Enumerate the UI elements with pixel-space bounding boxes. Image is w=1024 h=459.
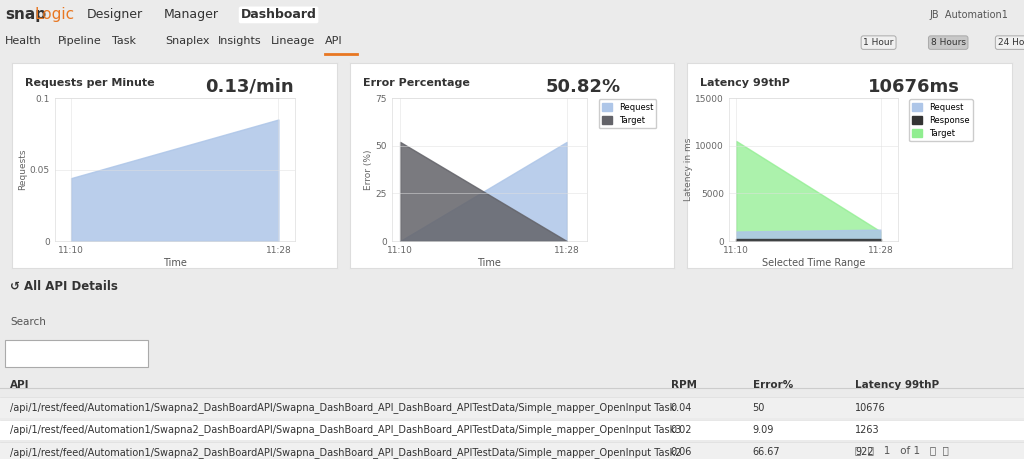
Text: Health: Health [5,36,42,46]
Legend: Request, Target: Request, Target [599,99,656,128]
Text: Latency 99thP: Latency 99thP [699,78,790,88]
Text: 0.04: 0.04 [671,403,692,413]
Text: Error Percentage: Error Percentage [362,78,469,88]
Text: 922: 922 [855,448,873,458]
Text: ↺ All API Details: ↺ All API Details [10,280,118,293]
Text: Designer: Designer [87,8,143,22]
Text: API: API [10,380,30,390]
FancyBboxPatch shape [0,420,1024,440]
Text: RPM: RPM [671,380,696,390]
Text: API: API [325,36,342,46]
Text: 9.09: 9.09 [753,425,774,435]
Y-axis label: Latency in ms: Latency in ms [684,138,692,201]
Y-axis label: Requests: Requests [17,149,27,190]
Text: 10676ms: 10676ms [868,78,961,95]
Text: Search: Search [10,317,46,327]
Text: Lineage: Lineage [271,36,315,46]
Text: 8 Hours: 8 Hours [931,38,966,47]
Text: 50.82%: 50.82% [546,78,621,95]
Text: 1 Hour: 1 Hour [863,38,894,47]
Text: 0.13/min: 0.13/min [205,78,294,95]
Text: Task: Task [112,36,135,46]
Text: 24 Hours: 24 Hours [997,38,1024,47]
Legend: Request, Response, Target: Request, Response, Target [909,99,973,141]
Text: /api/1/rest/feed/Automation1/Swapna2_DashBoardAPI/Swapna_DashBoard_API_DashBoard: /api/1/rest/feed/Automation1/Swapna2_Das… [10,425,682,436]
Text: Manager: Manager [164,8,219,22]
Text: JB  Automation1: JB Automation1 [930,10,1009,20]
Text: Logic: Logic [35,7,75,22]
Text: Pipeline: Pipeline [58,36,102,46]
Text: Snaplex: Snaplex [165,36,209,46]
Text: 50: 50 [753,403,765,413]
Y-axis label: Error (%): Error (%) [364,149,373,190]
Text: 1263: 1263 [855,425,880,435]
FancyBboxPatch shape [0,442,1024,459]
Text: Error%: Error% [753,380,793,390]
Text: /api/1/rest/feed/Automation1/Swapna2_DashBoardAPI/Swapna_DashBoard_API_DashBoard: /api/1/rest/feed/Automation1/Swapna2_Das… [10,402,676,413]
Text: 66.67: 66.67 [753,448,780,458]
Text: 0.06: 0.06 [671,448,692,458]
Text: ⏮  ⏪   1   of 1   ⏩  ⏯: ⏮ ⏪ 1 of 1 ⏩ ⏯ [855,445,949,455]
FancyBboxPatch shape [0,397,1024,418]
Text: Insights: Insights [218,36,262,46]
Text: 0.02: 0.02 [671,425,692,435]
X-axis label: Time: Time [477,257,501,268]
Text: /api/1/rest/feed/Automation1/Swapna2_DashBoardAPI/Swapna_DashBoard_API_DashBoard: /api/1/rest/feed/Automation1/Swapna2_Das… [10,447,682,458]
Text: snap: snap [5,7,46,22]
X-axis label: Time: Time [163,257,186,268]
Text: Latency 99thP: Latency 99thP [855,380,939,390]
Text: 10676: 10676 [855,403,886,413]
FancyBboxPatch shape [5,341,148,367]
X-axis label: Selected Time Range: Selected Time Range [762,257,865,268]
Text: Dashboard: Dashboard [241,8,316,22]
Text: Requests per Minute: Requests per Minute [26,78,155,88]
